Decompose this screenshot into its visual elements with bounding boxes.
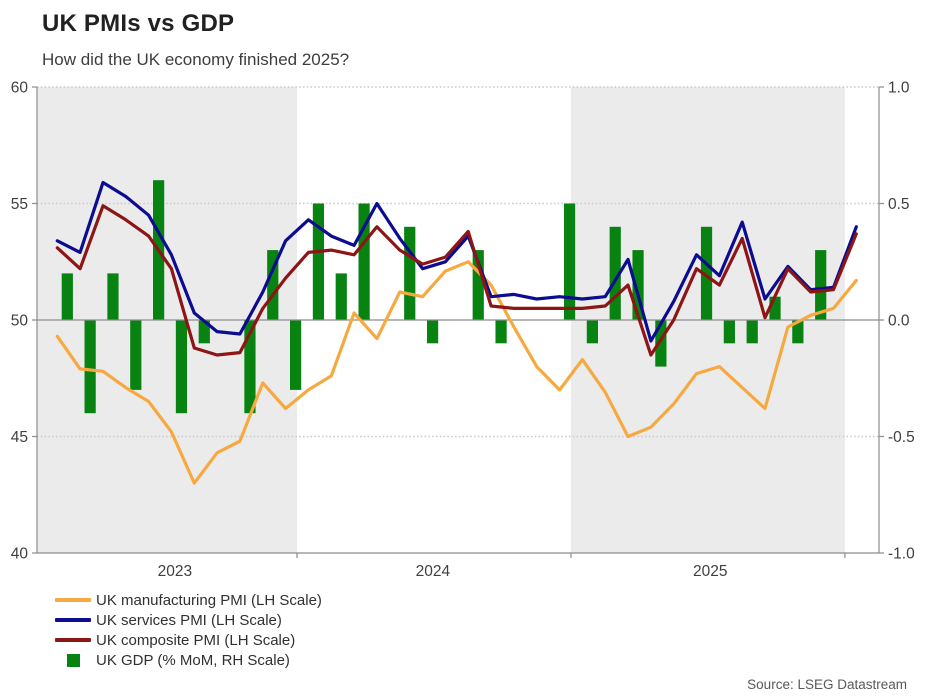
gdp-bar [198, 320, 210, 344]
chart-legend: UK manufacturing PMI (LH Scale) UK servi… [52, 590, 322, 670]
legend-item-gdp: UK GDP (% MoM, RH Scale) [52, 650, 322, 670]
legend-item-manufacturing: UK manufacturing PMI (LH Scale) [52, 590, 322, 610]
gdp-bar [632, 250, 644, 320]
manufacturing-line-swatch-icon [55, 598, 91, 602]
legend-item-composite: UK composite PMI (LH Scale) [52, 630, 322, 650]
gdp-bar [495, 320, 507, 344]
gdp-bar [61, 273, 73, 320]
gdp-bar [130, 320, 142, 390]
gdp-bar [244, 320, 256, 414]
right-axis-tick-label: -1.0 [888, 546, 915, 563]
left-axis-tick-label: 60 [11, 80, 29, 97]
gdp-bar [290, 320, 302, 390]
gdp-bar [335, 273, 347, 320]
gdp-bar [472, 250, 484, 320]
gdp-bar [563, 203, 576, 320]
legend-label: UK composite PMI (LH Scale) [96, 631, 296, 649]
gdp-bar [267, 250, 279, 320]
page-subtitle: How did the UK economy finished 2025? [42, 50, 350, 69]
gdp-bar [655, 320, 667, 367]
gdp-bar [175, 320, 188, 414]
gdp-bar [586, 320, 598, 344]
x-axis-year-label: 2023 [158, 563, 192, 580]
gdp-bar [426, 320, 439, 344]
gdp-bar [312, 203, 325, 320]
composite-pmi-line [55, 204, 858, 357]
gdp-bar [769, 296, 781, 320]
gdp-bar [358, 203, 370, 320]
gdp-bar [609, 226, 621, 320]
composite-line-swatch-icon [55, 638, 91, 642]
services-line-swatch-icon [55, 618, 91, 622]
services-pmi-line [55, 180, 858, 343]
x-axis-year-label: 2025 [693, 563, 727, 580]
legend-label: UK manufacturing PMI (LH Scale) [96, 591, 322, 609]
left-axis-tick-label: 55 [11, 196, 28, 213]
gdp-bar-swatch-icon [66, 653, 80, 667]
left-axis-tick-label: 40 [11, 546, 29, 563]
manufacturing-pmi-line [55, 260, 858, 485]
legend-label: UK GDP (% MoM, RH Scale) [96, 651, 290, 669]
legend-item-services: UK services PMI (LH Scale) [52, 610, 322, 630]
left-axis-tick-label: 50 [11, 313, 29, 330]
right-axis-tick-label: 0.0 [888, 313, 910, 330]
gdp-bar [700, 226, 713, 320]
gdp-bar [723, 320, 735, 344]
gdp-bar [815, 250, 827, 320]
right-axis-tick-label: 0.5 [888, 196, 910, 213]
source-note: Source: LSEG Datastream [747, 677, 907, 692]
x-axis-year-label: 2024 [416, 563, 451, 580]
gdp-bar [107, 273, 119, 320]
gdp-bar [792, 320, 804, 344]
gdp-bar [746, 320, 758, 344]
page-title: UK PMIs vs GDP [42, 10, 235, 37]
right-axis-tick-label: -0.5 [888, 429, 915, 446]
gdp-bar [404, 226, 416, 320]
gdp-bar [84, 320, 96, 414]
legend-label: UK services PMI (LH Scale) [96, 611, 282, 629]
left-axis-tick-label: 45 [11, 429, 28, 446]
right-axis-tick-label: 1.0 [888, 80, 910, 97]
